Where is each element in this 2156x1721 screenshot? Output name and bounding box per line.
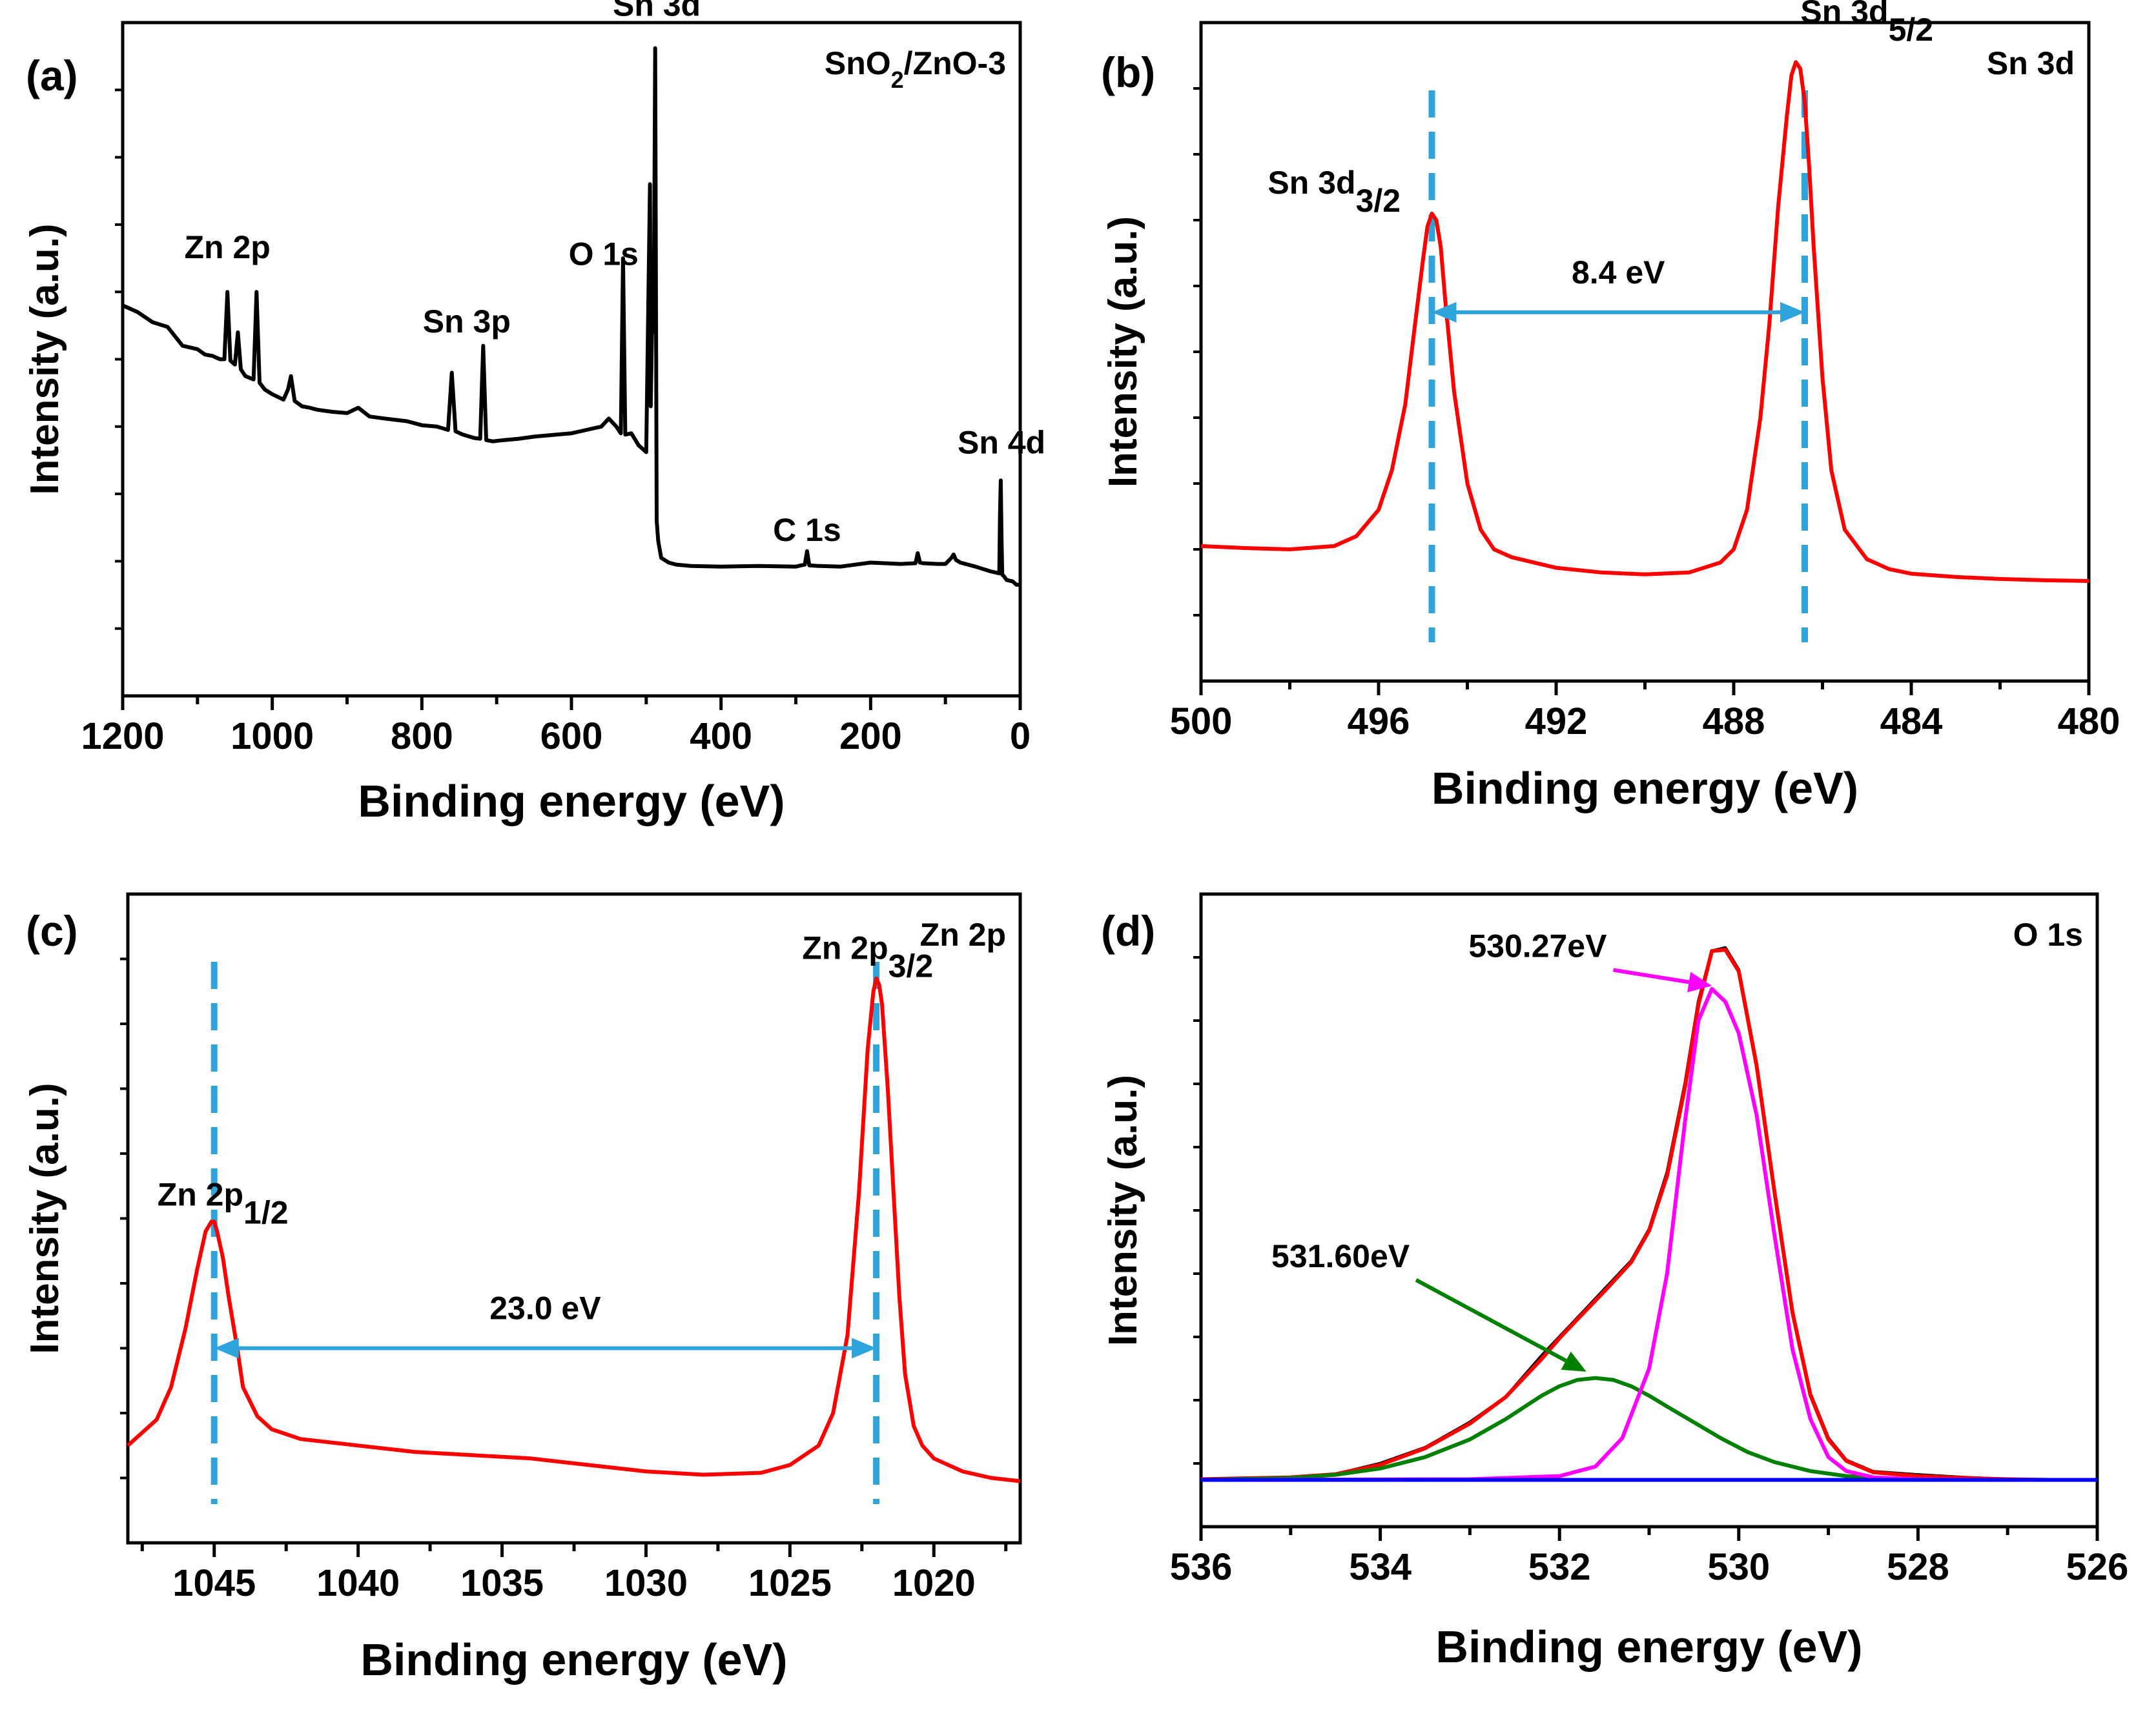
series-line-sn-3d [1200, 60, 2089, 583]
series-line-fit-envelope [1200, 948, 2097, 1482]
x-tick-label: 1200 [81, 715, 164, 757]
x-tick-label: 480 [2058, 700, 2120, 742]
panel-label: (d) [1101, 907, 1155, 955]
panel-title: Zn 2p [920, 917, 1006, 953]
x-tick-label: 1030 [604, 1562, 688, 1604]
series-line-530-27-ev-component [1200, 987, 2097, 1482]
x-tick-label: 1020 [892, 1562, 976, 1604]
panel-label: (b) [1101, 48, 1155, 96]
peak-annotation: Sn 4d [958, 425, 1045, 461]
y-axis-label: Intensity (a.u.) [23, 1083, 67, 1354]
y-axis-label: Intensity (a.u.) [1101, 216, 1145, 487]
panel-b-sn3d-spectrum: 500 496 492 488 484 480 Binding energy (eV) Int… [1101, 0, 2120, 813]
x-tick-label: 600 [540, 715, 603, 757]
component-label: 531.60eV [1271, 1238, 1410, 1274]
y-axis-label: Intensity (a.u.) [23, 223, 67, 494]
arrow-head-left [1432, 301, 1457, 323]
arrow-head-left [214, 1338, 239, 1359]
y-axis-label: Intensity (a.u.) [1101, 1075, 1145, 1346]
peak-annotation: Zn 2p [185, 229, 271, 265]
component-label: 530.27eV [1468, 928, 1607, 964]
component-arrow [1415, 1278, 1567, 1363]
panel-a-survey-spectrum: 1200 1000 800 600 400 200 0 Binding energy (eV)… [23, 0, 1045, 826]
component-arrow-head [1561, 1351, 1586, 1372]
peak-annotation: Sn 3d5/2 [1800, 0, 1933, 48]
panel-title: SnO2/ZnO-3 [825, 45, 1006, 93]
arrow-head-right [1780, 301, 1805, 323]
x-tick-label: 528 [1887, 1546, 1949, 1588]
x-tick-label: 800 [391, 715, 453, 757]
plot-frame [1199, 21, 2091, 683]
splitting-label: 23.0 eV [489, 1290, 601, 1327]
series-line-survey [121, 46, 1020, 587]
series-line-531-60-ev-component [1200, 1376, 2097, 1482]
x-tick-label: 496 [1348, 700, 1410, 742]
x-axis-label: Binding energy (eV) [358, 776, 785, 826]
x-tick-label: 200 [839, 715, 902, 757]
x-tick-label: 1040 [316, 1562, 400, 1604]
peak-annotation: C 1s [773, 512, 841, 548]
component-arrow [1613, 968, 1690, 984]
x-tick-label: 534 [1349, 1546, 1412, 1588]
x-tick-label: 492 [1525, 700, 1588, 742]
plot-frame [1199, 892, 2099, 1529]
arrow-head-right [852, 1338, 877, 1359]
series-line-raw [1200, 946, 2097, 1482]
component-arrow-head [1687, 972, 1712, 993]
x-axis-label: Binding energy (eV) [1435, 1622, 1862, 1672]
peak-annotation: Sn 3d [613, 0, 701, 23]
x-tick-label: 488 [1703, 700, 1765, 742]
panel-label: (a) [26, 52, 78, 99]
series-line-zn-2p [126, 976, 1021, 1483]
x-tick-label: 1000 [231, 715, 314, 757]
x-tick-label: 526 [2066, 1546, 2129, 1588]
x-tick-label: 1025 [748, 1562, 832, 1604]
x-tick-label: 1045 [172, 1562, 256, 1604]
panel-title: O 1s [2013, 917, 2083, 953]
x-tick-label: 484 [1880, 700, 1943, 742]
peak-annotation: Sn 3d3/2 [1268, 165, 1401, 219]
x-tick-label: 536 [1170, 1546, 1233, 1588]
x-axis-label: Binding energy (eV) [360, 1634, 787, 1685]
panel-d-o1s-spectrum: 536 534 532 530 528 526 Binding energy (eV) Int… [1101, 892, 2129, 1672]
peak-annotation: Zn 2p1/2 [158, 1176, 289, 1230]
panel-c-zn2p-spectrum: 1045 1040 1035 1030 1025 1020 Binding energy (… [23, 892, 1022, 1685]
peak-annotation: Sn 3p [423, 303, 511, 340]
peak-annotation: O 1s [569, 236, 639, 272]
x-tick-label: 500 [1170, 700, 1233, 742]
panel-title: Sn 3d [1987, 45, 2075, 81]
panel-label: (c) [26, 907, 78, 955]
x-tick-label: 0 [1010, 715, 1031, 757]
x-tick-label: 1035 [460, 1562, 544, 1604]
x-tick-label: 530 [1707, 1546, 1770, 1588]
x-tick-label: 532 [1528, 1546, 1591, 1588]
splitting-label: 8.4 eV [1572, 254, 1665, 290]
x-axis-label: Binding energy (eV) [1432, 763, 1858, 813]
peak-annotation: Zn 2p3/2 [802, 930, 933, 984]
x-tick-label: 400 [690, 715, 752, 757]
